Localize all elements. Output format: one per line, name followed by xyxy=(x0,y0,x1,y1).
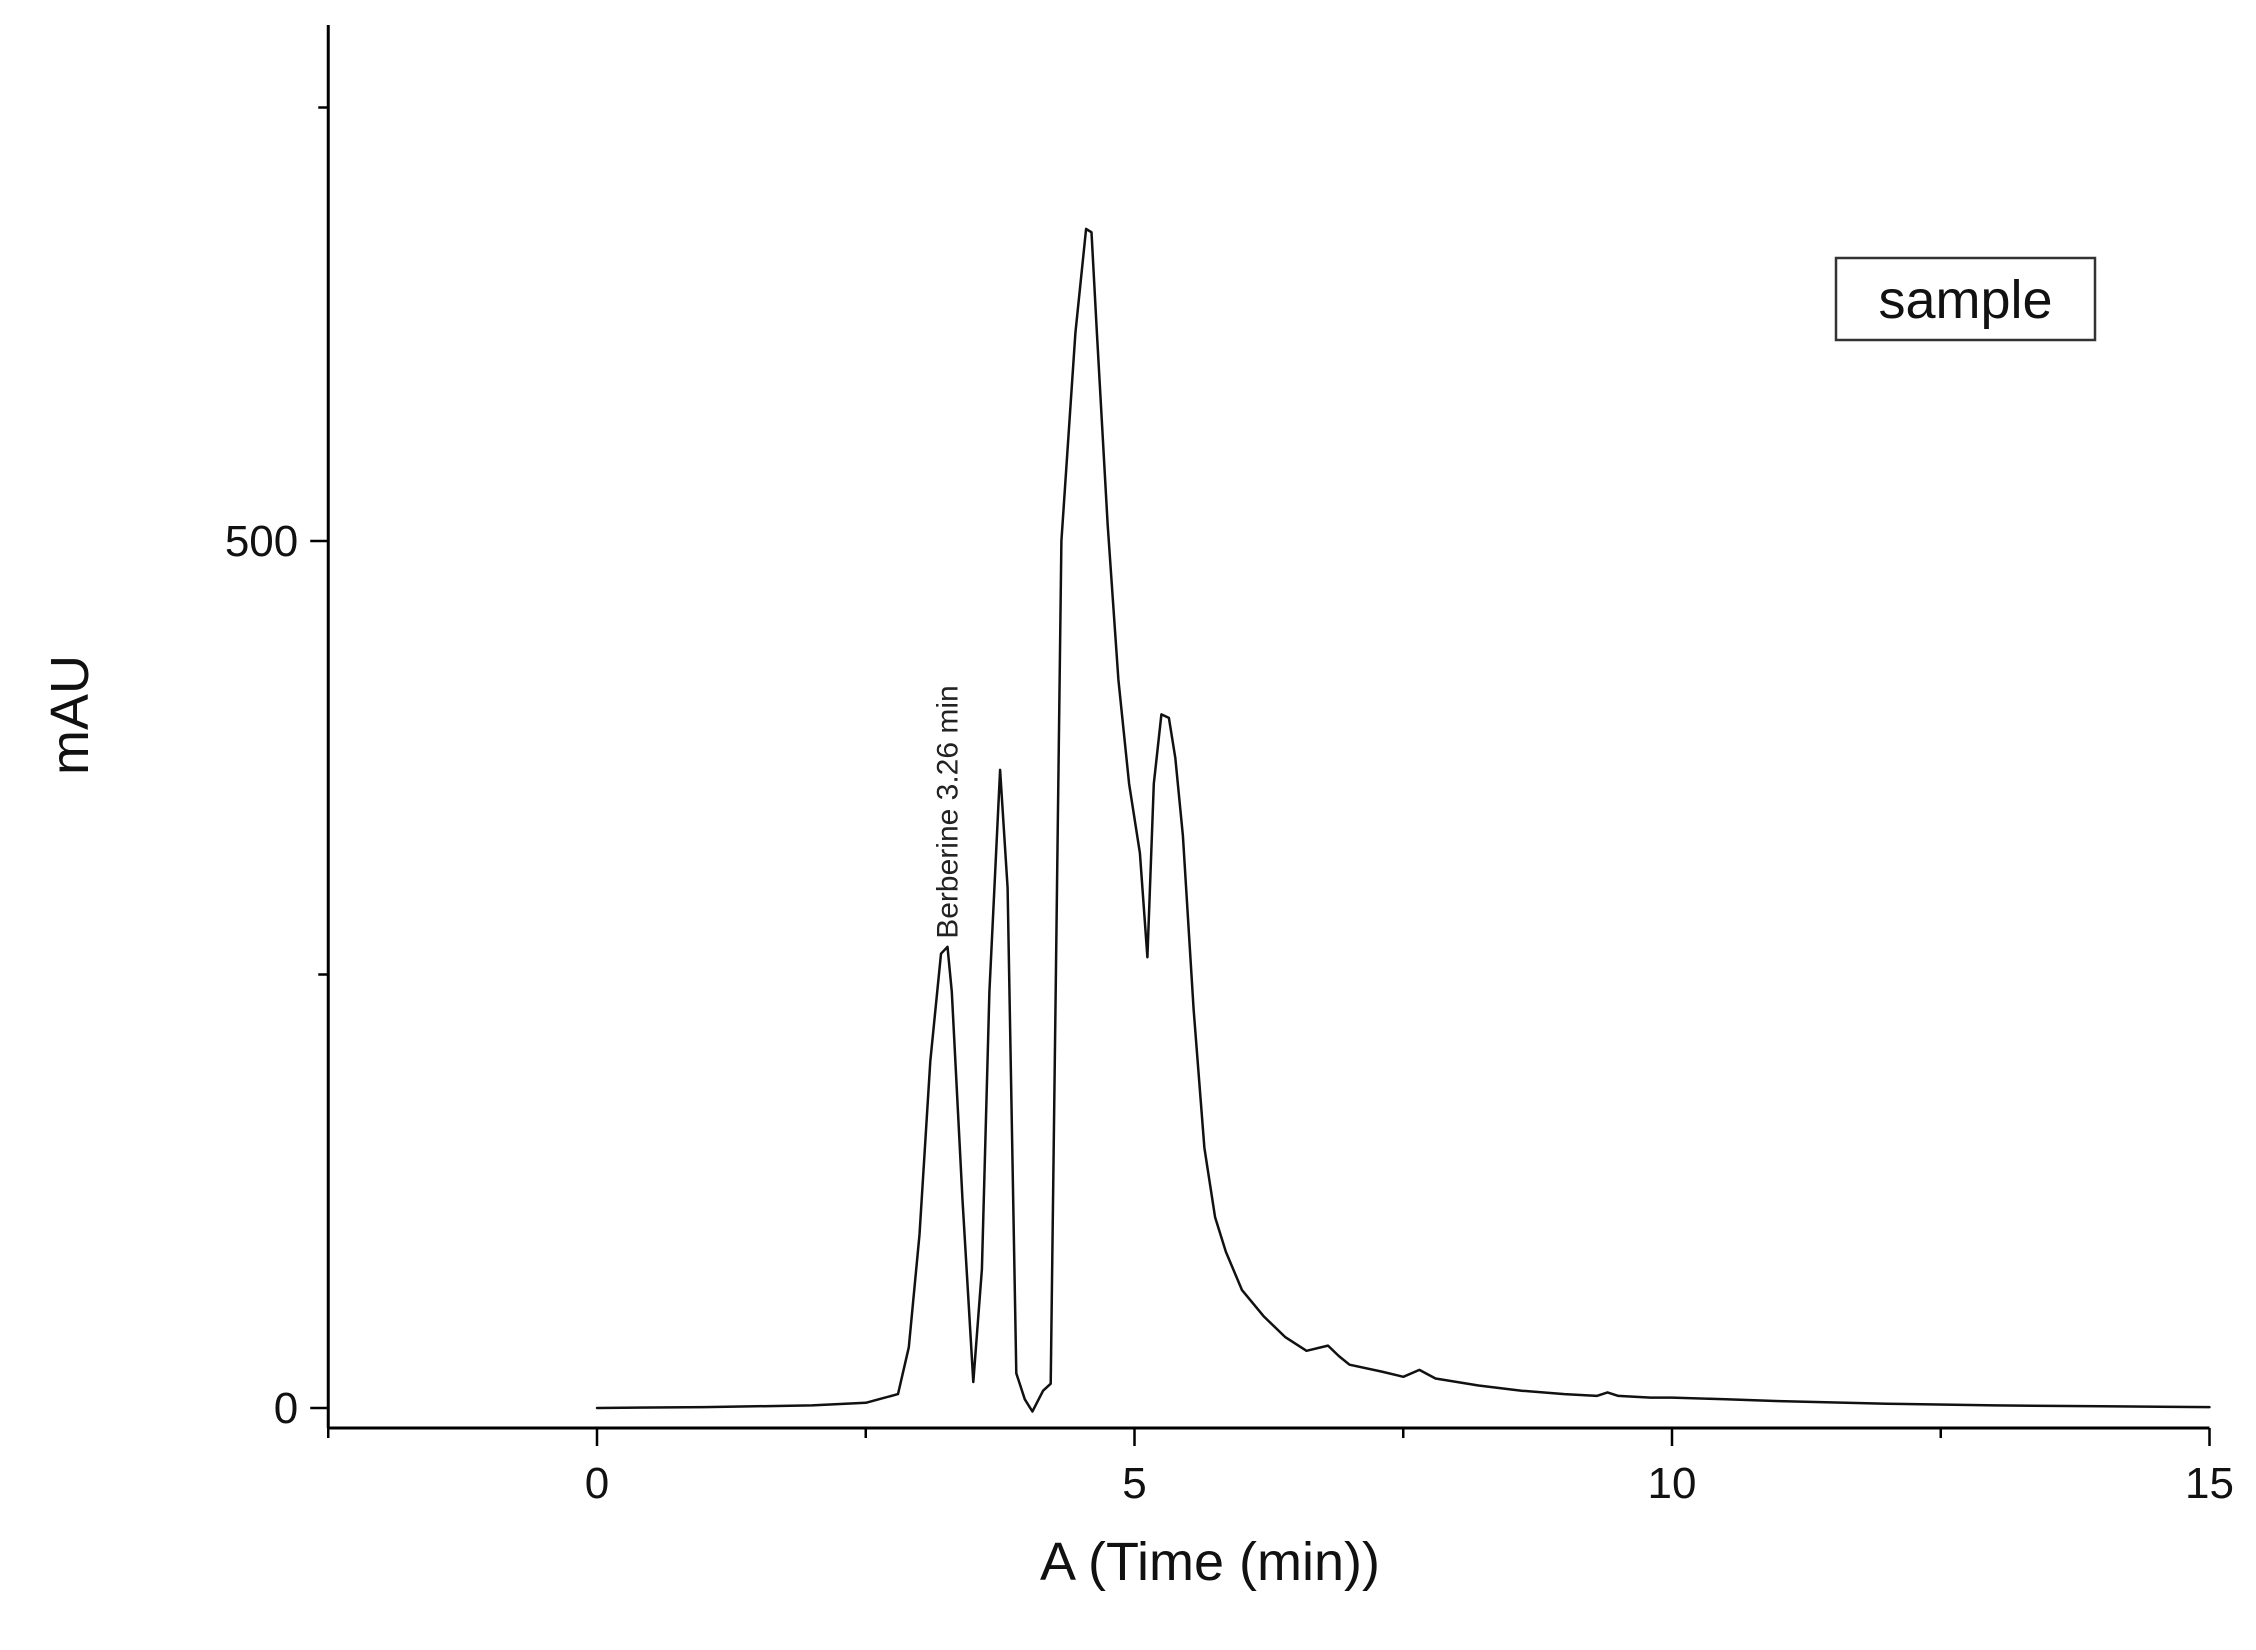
legend-box xyxy=(1834,256,2097,342)
series-layer xyxy=(595,227,2211,1413)
x-axis-title: A (Time (min)) xyxy=(1040,1532,1380,1592)
y-tick-label: 500 xyxy=(225,517,298,566)
x-tick-label: 10 xyxy=(1648,1459,1697,1508)
legend: sample xyxy=(1834,256,2097,342)
legend-label-sample: sample xyxy=(1878,270,2052,330)
y-tick-label: 0 xyxy=(274,1384,298,1433)
x-tick-label: 0 xyxy=(585,1459,609,1508)
peak-annotation-label: Berberine 3.26 min xyxy=(931,685,964,938)
x-tick-label: 15 xyxy=(2185,1459,2234,1508)
axes-layer xyxy=(326,25,2210,1430)
annotation-layer: Berberine 3.26 min xyxy=(931,685,964,938)
y-axis-title: mAU xyxy=(40,655,100,775)
series-line-sample xyxy=(595,227,2211,1413)
x-tick-label: 5 xyxy=(1122,1459,1146,1508)
ticks-layer: 0 5 10 15 0 500 xyxy=(225,106,2234,1508)
